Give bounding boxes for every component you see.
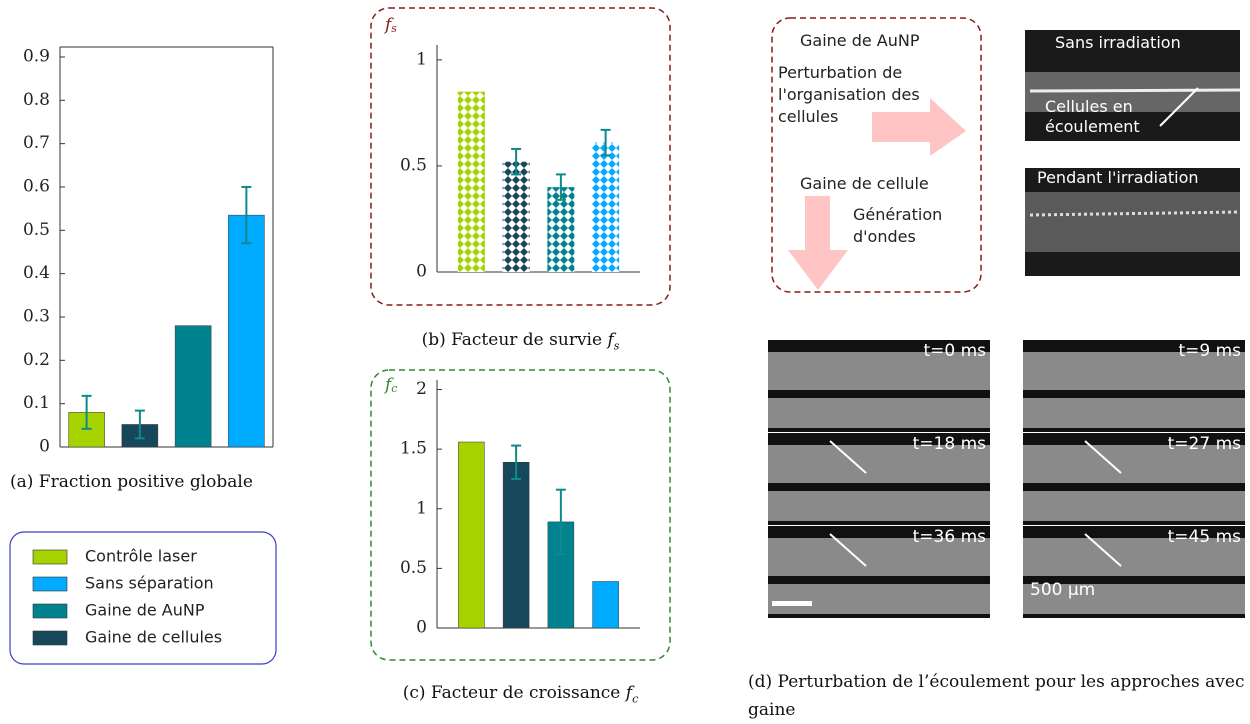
y-tick-label: 1 (416, 49, 427, 69)
time-label: t=0 ms (923, 341, 986, 361)
image-band (768, 398, 990, 428)
y-tick-label: 0.5 (400, 155, 427, 175)
symbol-b: fs (383, 15, 397, 36)
image-label: Sans irradiation (1055, 33, 1181, 52)
image-band (768, 491, 990, 521)
y-tick-label: 1 (416, 498, 427, 518)
scale-bar (772, 601, 812, 606)
y-tick-label: 0.7 (23, 133, 50, 153)
arrow (829, 440, 867, 474)
diagram-frame (771, 17, 982, 293)
caption-b: (b) Facteur de survie fs (371, 326, 670, 360)
legend-label: Contrôle laser (85, 547, 197, 566)
diagram-text: Génération d'ondes (853, 205, 943, 246)
bar (457, 91, 485, 272)
caption-text: (c) Facteur de croissance (402, 683, 621, 703)
bar (174, 325, 212, 448)
diagram-text: Perturbation de l'organisation des cellu… (778, 63, 920, 126)
image-band (1023, 538, 1245, 576)
cell-stream (1029, 88, 1241, 93)
caption-sub: s (613, 339, 620, 353)
figure: t=0 ms t=9 ms t=18 ms t=27 ms t=36 ms t=45 ms… (9, 7, 1245, 665)
y-tick-label: 0 (39, 437, 50, 457)
caption-symbol: f (607, 330, 614, 350)
page: t=0 ms t=9 ms t=18 ms t=27 ms t=36 ms t=45 ms… (9, 7, 1245, 720)
y-tick-label: 0.5 (400, 558, 427, 578)
y-tick-label: 0.3 (23, 306, 50, 326)
symbol: f (383, 375, 394, 395)
y-tick-label: 0 (416, 262, 427, 282)
symbol-c: fc (383, 375, 397, 396)
legend-swatch (32, 630, 68, 646)
image-label: Cellules en écoulement (1045, 97, 1140, 136)
arrow-right (872, 98, 966, 156)
symbol: f (383, 15, 394, 35)
cell-stream (1029, 210, 1241, 217)
scale-label: 500 µm (1030, 580, 1095, 600)
bar (502, 161, 530, 272)
y-tick-label: 0.5 (23, 220, 50, 240)
arrow (1084, 440, 1122, 474)
y-tick-label: 1.5 (400, 439, 427, 459)
y-tick-label: 0.4 (23, 263, 50, 283)
legend-swatch (32, 603, 68, 619)
bar (502, 462, 530, 629)
caption-symbol: f (625, 683, 633, 703)
image-band (1025, 192, 1240, 252)
y-tick-label: 2 (416, 379, 427, 399)
y-tick-label: 0.2 (23, 350, 50, 370)
caption-d: (d) Perturbation de l’écoulement pour le… (748, 672, 1245, 720)
bar (592, 142, 620, 272)
y-tick-label: 0 (416, 618, 427, 638)
symbol-sub: s (391, 22, 397, 35)
image-band (1023, 584, 1245, 614)
time-label: t=18 ms (913, 434, 987, 454)
arrow (1159, 87, 1199, 127)
diagram-text: Gaine de AuNP (800, 31, 920, 50)
legend-label: Gaine de AuNP (85, 601, 205, 620)
bar (228, 214, 265, 448)
frame-b (370, 7, 671, 306)
image-band (768, 584, 990, 614)
symbol-sub: c (391, 382, 397, 395)
caption-c: (c) Facteur de croissance fc (371, 679, 670, 713)
caption-text: (b) Facteur de survie (421, 330, 603, 350)
y-tick-label: 0.8 (23, 90, 50, 110)
time-label: t=45 ms (1168, 527, 1242, 547)
y-tick-label: 0.9 (23, 46, 50, 66)
arrow (829, 533, 867, 567)
time-series-images: t=0 ms t=9 ms t=18 ms t=27 ms t=36 ms t=45 ms (768, 340, 1245, 618)
frame-c (370, 369, 671, 661)
caption-sub: c (632, 692, 639, 706)
bar (592, 581, 619, 629)
legend-label: Sans séparation (85, 574, 214, 593)
y-tick-label: 0.6 (23, 176, 50, 196)
caption-a: (a) Fraction positive globale (10, 472, 253, 492)
y-tick-label: 0.1 (23, 393, 50, 413)
image-band (1023, 352, 1245, 390)
image-band (768, 352, 990, 390)
image-band (768, 445, 990, 483)
image-label: Pendant l'irradiation (1037, 168, 1199, 187)
diagram-text: Gaine de cellule (800, 174, 929, 193)
arrow-down (788, 196, 848, 290)
bar (547, 187, 575, 272)
image-band (768, 538, 990, 576)
legend-frame (9, 531, 277, 665)
legend-label: Gaine de cellules (85, 628, 222, 647)
legend-swatch (32, 576, 68, 592)
arrow (1084, 533, 1122, 567)
image-band (1023, 445, 1245, 483)
image-band (1023, 398, 1245, 428)
time-label: t=36 ms (913, 527, 987, 547)
bar (458, 441, 485, 629)
micro-images (1025, 30, 1241, 276)
time-label: t=9 ms (1178, 341, 1241, 361)
image-band (1023, 491, 1245, 521)
time-label: t=27 ms (1168, 434, 1242, 454)
legend-swatch (32, 549, 68, 565)
